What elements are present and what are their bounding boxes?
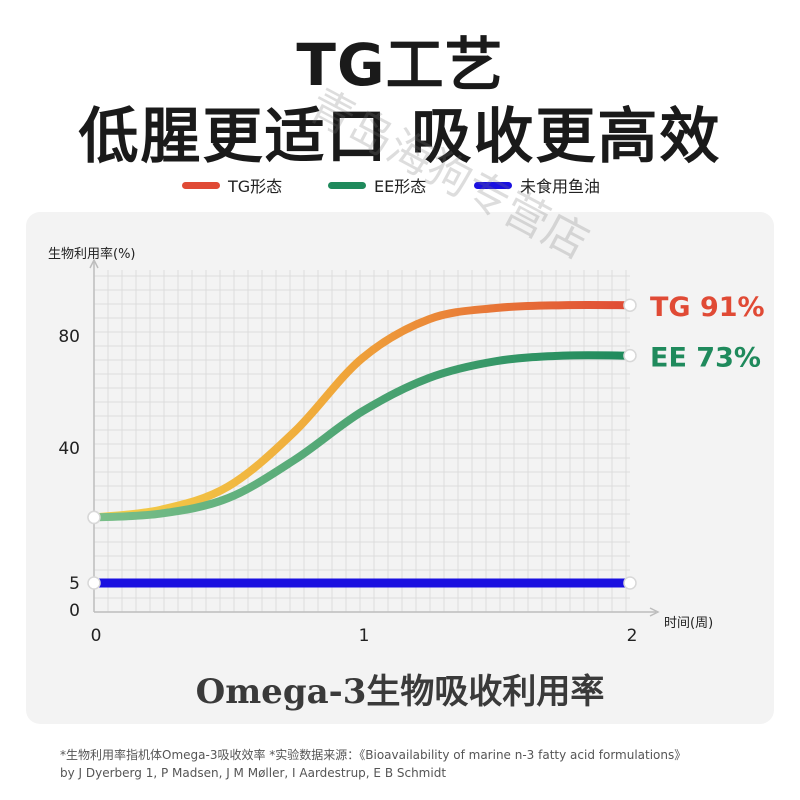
legend-item-tg: TG形态	[182, 172, 282, 198]
chart-legend: TG形态 EE形态 未食用鱼油	[0, 172, 800, 198]
chart-caption: Omega-3生物吸收利用率	[195, 672, 605, 712]
chart-series	[87, 298, 637, 590]
legend-label-none: 未食用鱼油	[520, 177, 601, 196]
x-axis-label: 时间(周)	[664, 616, 713, 631]
y-tick-label: 0	[69, 601, 80, 621]
legend-swatch-tg	[182, 181, 220, 189]
page-subtitle: 低腥更适口 吸收更高效	[78, 102, 722, 172]
footnote: *生物利用率指机体Omega-3吸收效率 *实验数据来源：《Bioavailab…	[60, 746, 780, 782]
end-marker-tg	[623, 298, 637, 312]
chart-labels: 生物利用率(%) 时间(周) 0 5 40 80 0 1 2 TG 91% EE 73%	[48, 246, 765, 646]
series-line-ee	[90, 351, 634, 522]
page-title: TG工艺	[296, 31, 504, 99]
end-label-ee: EE 73%	[650, 343, 761, 374]
legend-label-ee: EE形态	[374, 177, 427, 196]
y-axis-arrow	[89, 258, 99, 269]
legend-item-none: 未食用鱼油	[474, 172, 600, 198]
legend-label-tg: TG形态	[228, 177, 283, 196]
x-tick-label: 2	[627, 626, 638, 646]
end-label-tg: TG 91%	[650, 292, 765, 323]
y-axis-label: 生物利用率(%)	[48, 246, 136, 262]
x-axis-arrow	[649, 607, 660, 617]
series-line-tg	[90, 300, 634, 522]
chart-panel	[26, 212, 774, 724]
y-tick-label: 80	[58, 327, 80, 347]
end-marker-ee	[623, 348, 637, 363]
y-tick-label: 5	[69, 574, 80, 594]
x-tick-label: 0	[91, 626, 102, 646]
footnote-line-2: by J Dyerberg 1, P Madsen, J M Møller, I…	[60, 766, 447, 780]
chart-grid	[93, 270, 630, 613]
start-marker-ee	[87, 510, 101, 525]
y-tick-label: 40	[58, 439, 80, 459]
legend-item-ee: EE形态	[328, 172, 426, 198]
chart-axes	[89, 258, 660, 617]
legend-swatch-none	[474, 181, 512, 189]
end-marker-none	[623, 576, 637, 590]
x-tick-label: 1	[359, 626, 370, 646]
legend-swatch-ee	[328, 181, 366, 189]
footnote-line-1: *生物利用率指机体Omega-3吸收效率 *实验数据来源：《Bioavailab…	[60, 748, 687, 762]
start-marker-none	[87, 576, 101, 590]
